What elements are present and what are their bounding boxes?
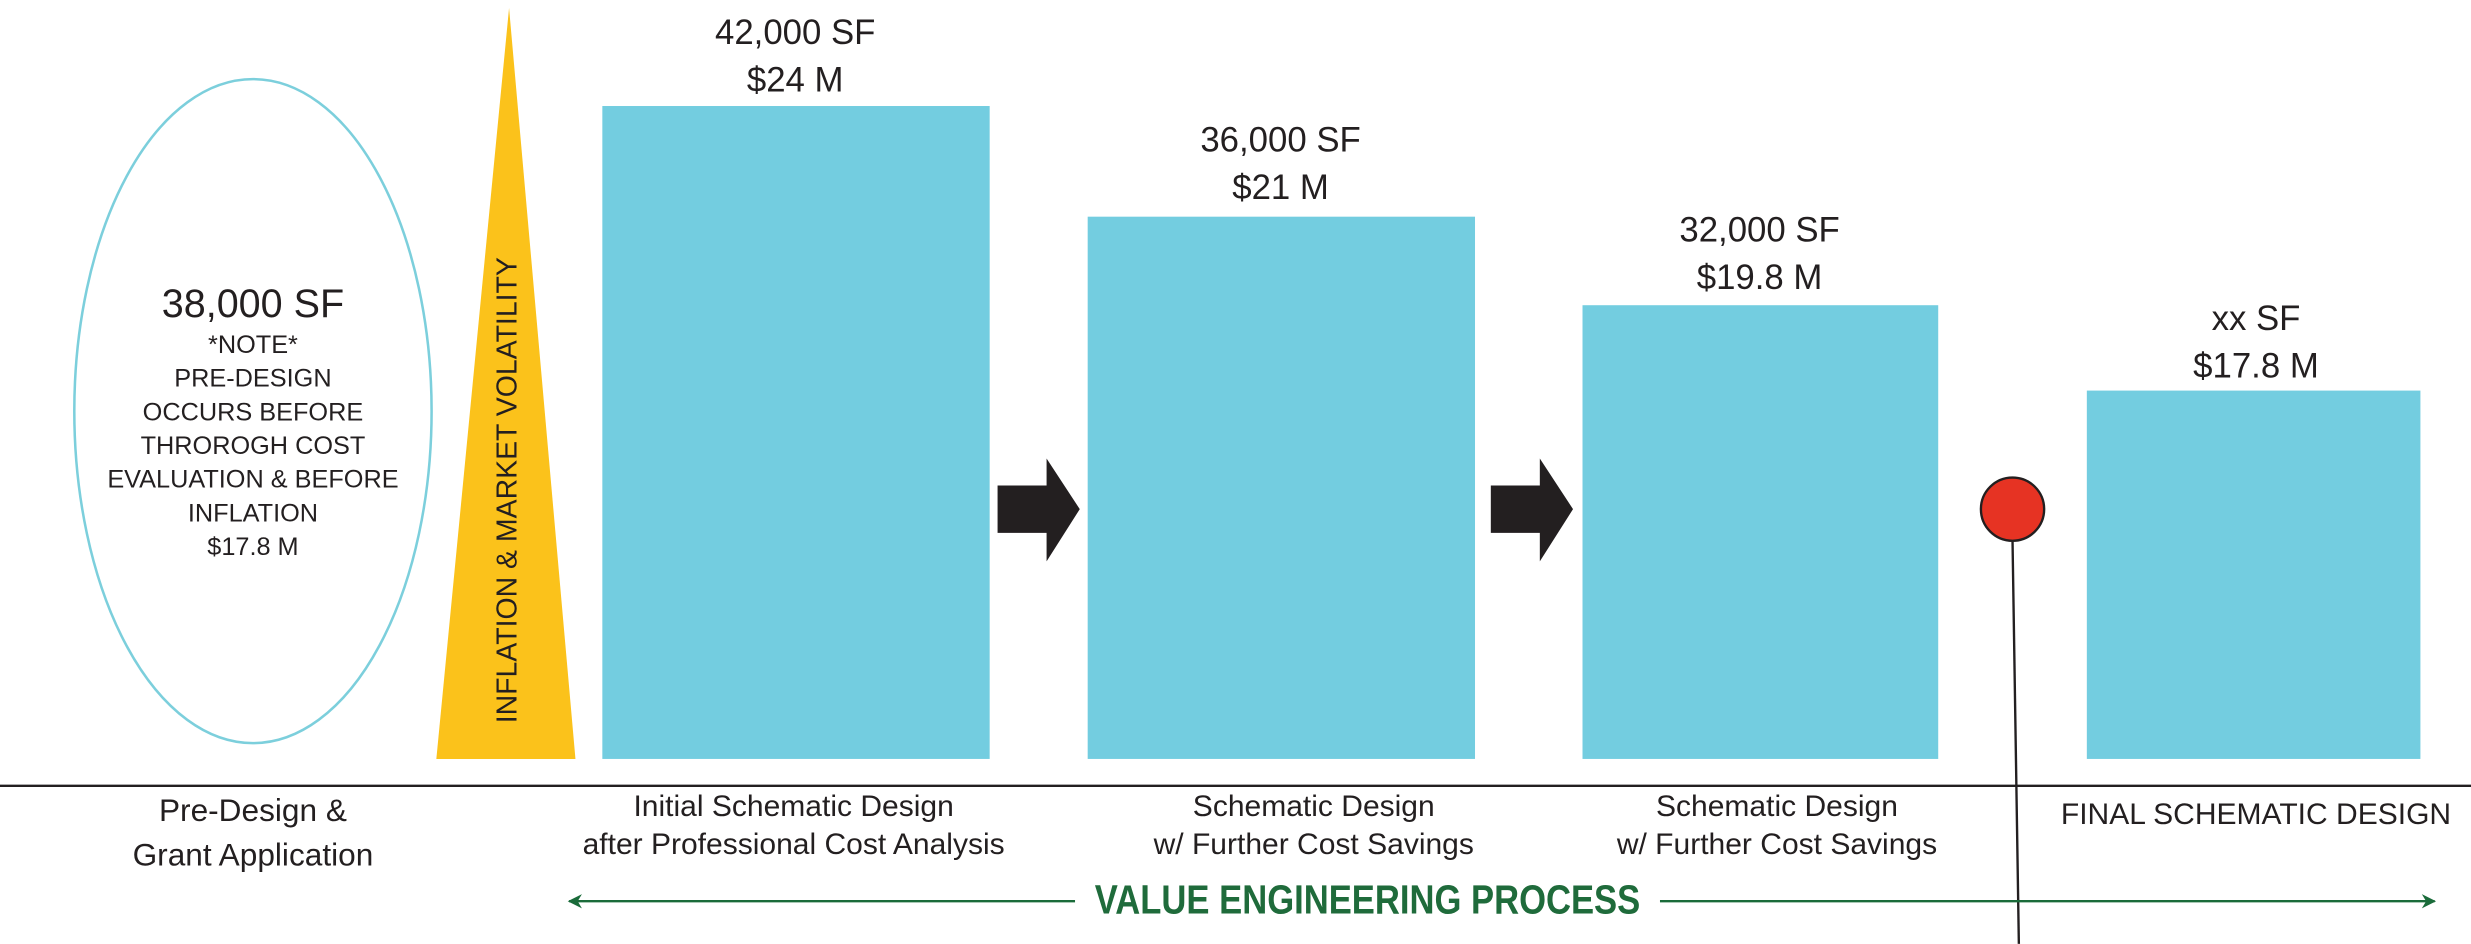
- stage-cost: $21 M: [1232, 169, 1329, 207]
- note-line: OCCURS BEFORE: [143, 398, 364, 426]
- stage-label: Schematic Design: [1656, 790, 1898, 823]
- milestone-dot: [1979, 476, 2046, 542]
- stage-label: Pre-Design &: [159, 792, 347, 828]
- arrow: [997, 458, 1080, 562]
- stage-area: 36,000 SF: [1200, 122, 1360, 160]
- stage-bar: [2086, 390, 2421, 759]
- stage-area: 42,000 SF: [715, 14, 875, 52]
- volatility-triangle: [436, 7, 576, 759]
- milestone-line: [2011, 540, 2021, 944]
- stage-label: Grant Application: [133, 836, 374, 872]
- stage-label: FINAL SCHEMATIC DESIGN: [2061, 798, 2451, 831]
- pre-design-ellipse: [73, 77, 433, 745]
- stage-bar: [602, 106, 990, 759]
- note-line: PRE-DESIGN: [174, 365, 331, 393]
- stage-cost: $17.8 M: [2193, 348, 2319, 386]
- stage-bar: [1582, 305, 1939, 759]
- note-title: 38,000 SF: [162, 282, 344, 326]
- stage-area: xx SF: [2212, 300, 2301, 338]
- stage-bar: [1087, 216, 1476, 759]
- stage-label: after Professional Cost Analysis: [583, 828, 1005, 861]
- stage-label: w/ Further Cost Savings: [1616, 828, 1937, 861]
- note-line: $17.8 M: [207, 533, 298, 561]
- stage-cost: $19.8 M: [1697, 259, 1823, 297]
- process-label: VALUE ENGINEERING PROCESS: [1095, 877, 1640, 923]
- stage-cost: $24 M: [747, 61, 844, 99]
- volatility-label: INFLATION & MARKET VOLATILITY: [492, 257, 524, 723]
- note-line: EVALUATION & BEFORE: [107, 466, 398, 494]
- note-line: *NOTE*: [208, 331, 298, 359]
- stage-label: Schematic Design: [1193, 790, 1435, 823]
- stage-label: w/ Further Cost Savings: [1153, 828, 1474, 861]
- stage-area: 32,000 SF: [1679, 212, 1839, 250]
- arrow: [1490, 458, 1574, 562]
- note-line: THROROGH COST: [141, 432, 366, 460]
- note-line: INFLATION: [188, 499, 318, 527]
- stage-label: Initial Schematic Design: [633, 790, 953, 823]
